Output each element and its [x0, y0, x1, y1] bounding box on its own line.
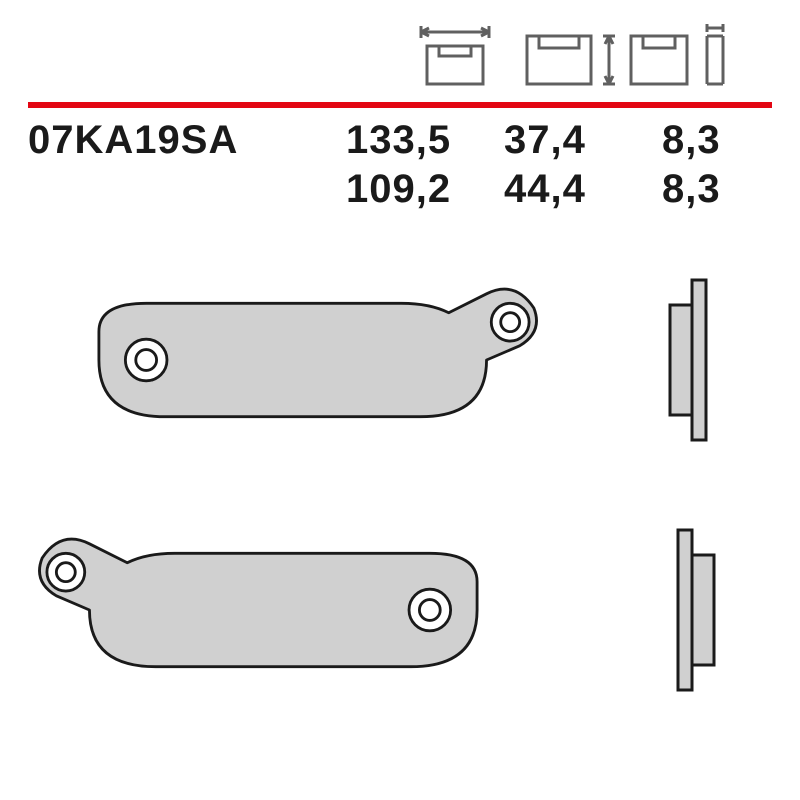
brake-pad-b-side: [652, 510, 732, 710]
spec-sheet: 07KA19SA 133,5 37,4 8,3 109,2 44,4 8,3: [0, 0, 800, 800]
dim-thickness-2: 8,3: [662, 167, 772, 212]
dim-height-2: 44,4: [504, 167, 614, 212]
part-number: 07KA19SA: [28, 118, 346, 212]
height-dimension-icon: [519, 22, 599, 90]
divider-line: [28, 102, 772, 108]
dim-thickness-1: 8,3: [662, 118, 772, 163]
brake-pad-b-row: [28, 510, 772, 710]
dimension-values: 133,5 37,4 8,3 109,2 44,4 8,3: [346, 118, 772, 212]
dimension-icons: [415, 22, 703, 90]
brake-pad-a-front: [28, 260, 548, 460]
width-dimension-icon: [415, 22, 495, 90]
brake-pad-b-front: [28, 510, 548, 710]
dim-width-1: 133,5: [346, 118, 456, 163]
thickness-dimension-icon: [623, 22, 703, 90]
dim-width-2: 109,2: [346, 167, 456, 212]
spec-row: 07KA19SA 133,5 37,4 8,3 109,2 44,4 8,3: [28, 118, 772, 212]
brake-pad-a-row: [28, 260, 772, 460]
dim-height-1: 37,4: [504, 118, 614, 163]
brake-pad-a-side: [652, 260, 732, 460]
